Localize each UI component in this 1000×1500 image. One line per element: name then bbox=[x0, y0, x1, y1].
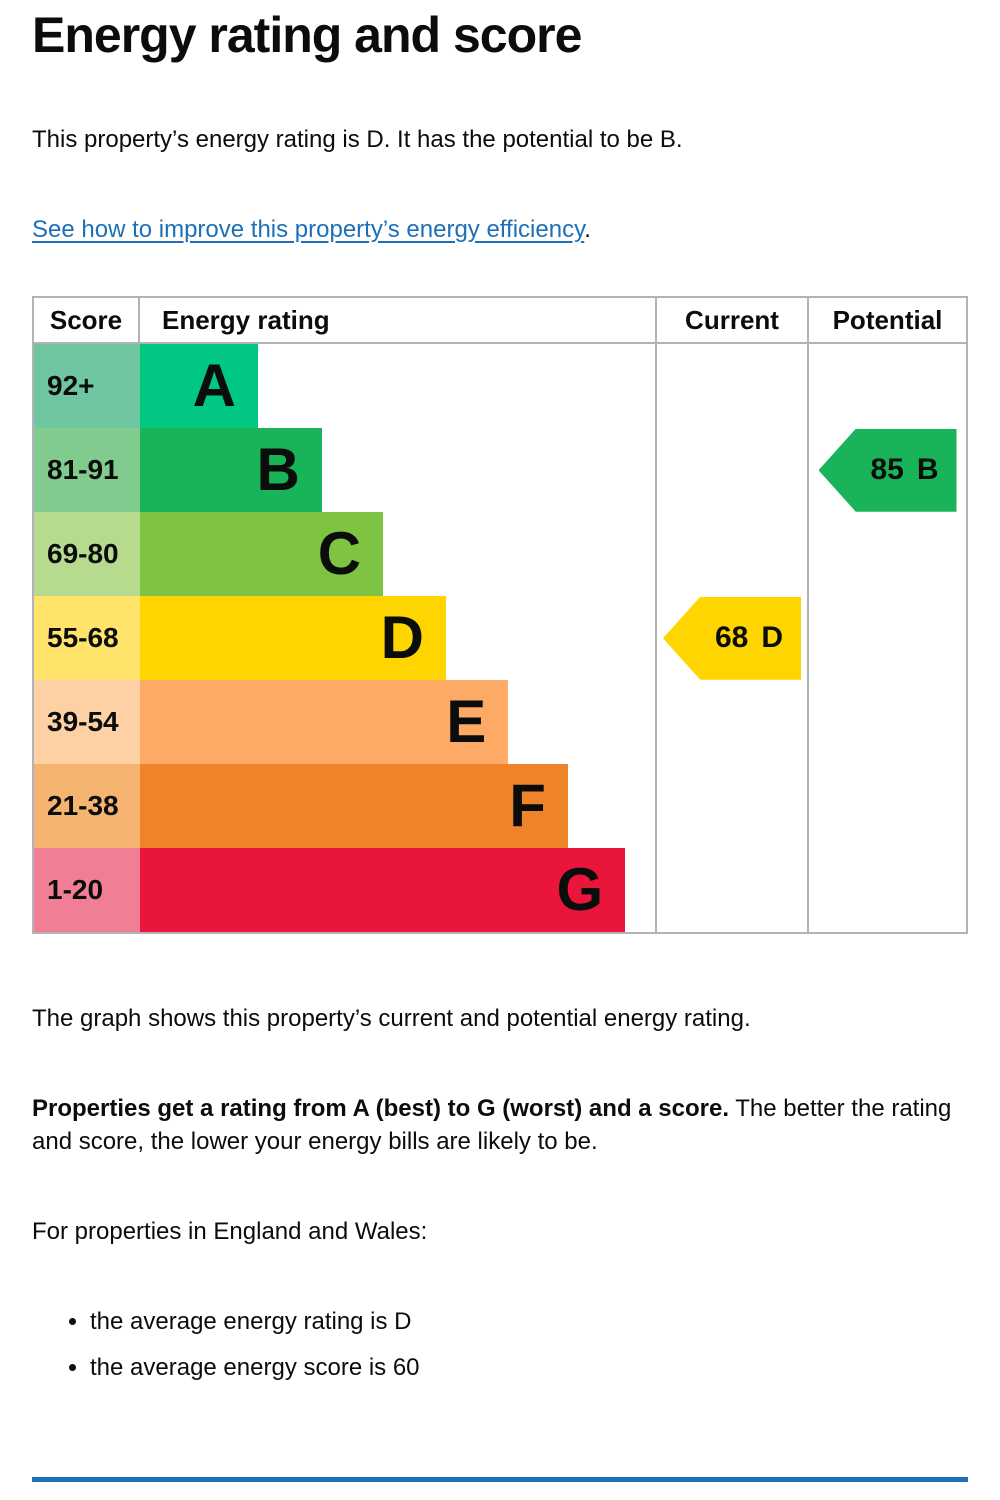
potential-cell-a bbox=[807, 344, 966, 429]
potential-cell-g bbox=[807, 848, 966, 933]
page-title: Energy rating and score bbox=[32, 7, 582, 63]
potential-cell-b: 85 B bbox=[807, 428, 966, 513]
current-rating-letter: D bbox=[761, 621, 784, 655]
col-header-energy-rating: Energy rating bbox=[162, 304, 330, 335]
band-bar-a: A bbox=[140, 344, 258, 429]
band-bar-c: C bbox=[140, 512, 384, 597]
band-bar-e: E bbox=[140, 680, 509, 765]
band-row-c: 69-80 C bbox=[34, 512, 966, 597]
average-score-item: the average energy score is 60 bbox=[90, 1351, 968, 1385]
rating-cell-c: C bbox=[140, 512, 655, 597]
section-break-rule bbox=[32, 1476, 968, 1482]
rating-explanation-rest: The better the rating and score, the low… bbox=[32, 1094, 952, 1156]
current-rating-marker: 68 D bbox=[663, 596, 801, 680]
rating-cell-e: E bbox=[140, 680, 655, 765]
band-letter-d: D bbox=[380, 604, 424, 672]
potential-cell-e bbox=[807, 680, 966, 765]
potential-rating-letter: B bbox=[916, 453, 939, 487]
potential-cell-f bbox=[807, 764, 966, 849]
rating-cell-f: F bbox=[140, 764, 655, 849]
band-row-b: 81-91 B 85 B bbox=[34, 428, 966, 513]
score-range-b: 81-91 bbox=[34, 428, 140, 513]
rating-cell-d: D bbox=[140, 596, 655, 681]
score-range-c: 69-80 bbox=[34, 512, 140, 597]
score-range-d: 55-68 bbox=[34, 596, 140, 681]
band-row-e: 39-54 E bbox=[34, 680, 966, 765]
rating-explanation: Properties get a rating from A (best) to… bbox=[32, 1092, 968, 1159]
average-rating-item: the average energy rating is D bbox=[90, 1305, 968, 1339]
score-range-g: 1-20 bbox=[34, 848, 140, 933]
current-cell-g bbox=[655, 848, 807, 933]
rating-cell-a: A bbox=[140, 344, 655, 429]
score-range-a: 92+ bbox=[34, 344, 140, 429]
link-suffix: . bbox=[584, 215, 591, 243]
score-range-f: 21-38 bbox=[34, 764, 140, 849]
current-cell-e bbox=[655, 680, 807, 765]
band-letter-f: F bbox=[509, 772, 546, 840]
improve-efficiency-link[interactable]: See how to improve this property’s energ… bbox=[32, 215, 585, 243]
band-row-f: 21-38 F bbox=[34, 764, 966, 849]
band-letter-a: A bbox=[192, 352, 236, 420]
band-bar-b: B bbox=[140, 428, 322, 513]
current-cell-a bbox=[655, 344, 807, 429]
potential-rating-marker: 85 B bbox=[818, 428, 957, 512]
rating-cell-b: B bbox=[140, 428, 655, 513]
col-header-potential: Potential bbox=[807, 298, 966, 343]
score-range-e: 39-54 bbox=[34, 680, 140, 765]
band-letter-b: B bbox=[256, 436, 300, 504]
col-header-current: Current bbox=[655, 298, 807, 343]
band-letter-e: E bbox=[446, 688, 487, 756]
band-letter-g: G bbox=[556, 856, 604, 924]
chart-header-row: Score Energy rating Current Potential bbox=[34, 298, 966, 345]
averages-list: the average energy rating is D the avera… bbox=[32, 1305, 968, 1385]
band-row-a: 92+ A bbox=[34, 344, 966, 429]
current-score-value: 68 bbox=[714, 621, 749, 655]
graph-caption: The graph shows this property’s current … bbox=[32, 1005, 751, 1033]
band-letter-c: C bbox=[317, 520, 362, 588]
rating-summary-text: This property’s energy rating is D. It h… bbox=[32, 126, 683, 153]
col-header-score: Score bbox=[34, 298, 140, 343]
band-row-g: 1-20 G bbox=[34, 848, 966, 933]
region-intro: For properties in England and Wales: bbox=[32, 1217, 428, 1245]
potential-cell-d bbox=[807, 596, 966, 681]
current-cell-c bbox=[655, 512, 807, 597]
improve-link-line: See how to improve this property’s energ… bbox=[32, 213, 968, 247]
rating-explanation-bold: Properties get a rating from A (best) to… bbox=[32, 1094, 729, 1122]
current-cell-d: 68 D bbox=[655, 596, 807, 681]
band-bar-f: F bbox=[140, 764, 568, 849]
energy-rating-chart: Score Energy rating Current Potential 92… bbox=[32, 296, 968, 935]
current-cell-f bbox=[655, 764, 807, 849]
band-bar-d: D bbox=[140, 596, 446, 681]
band-rows: 92+ A 81-91 B 85 B 69-80 C 55-68 D 68 D 39-54 E 21-38 F… bbox=[34, 344, 966, 933]
potential-score-value: 85 bbox=[870, 453, 904, 487]
current-cell-b bbox=[655, 428, 807, 513]
band-bar-g: G bbox=[140, 848, 626, 933]
band-row-d: 55-68 D 68 D bbox=[34, 596, 966, 681]
potential-cell-c bbox=[807, 512, 966, 597]
rating-cell-g: G bbox=[140, 848, 655, 933]
